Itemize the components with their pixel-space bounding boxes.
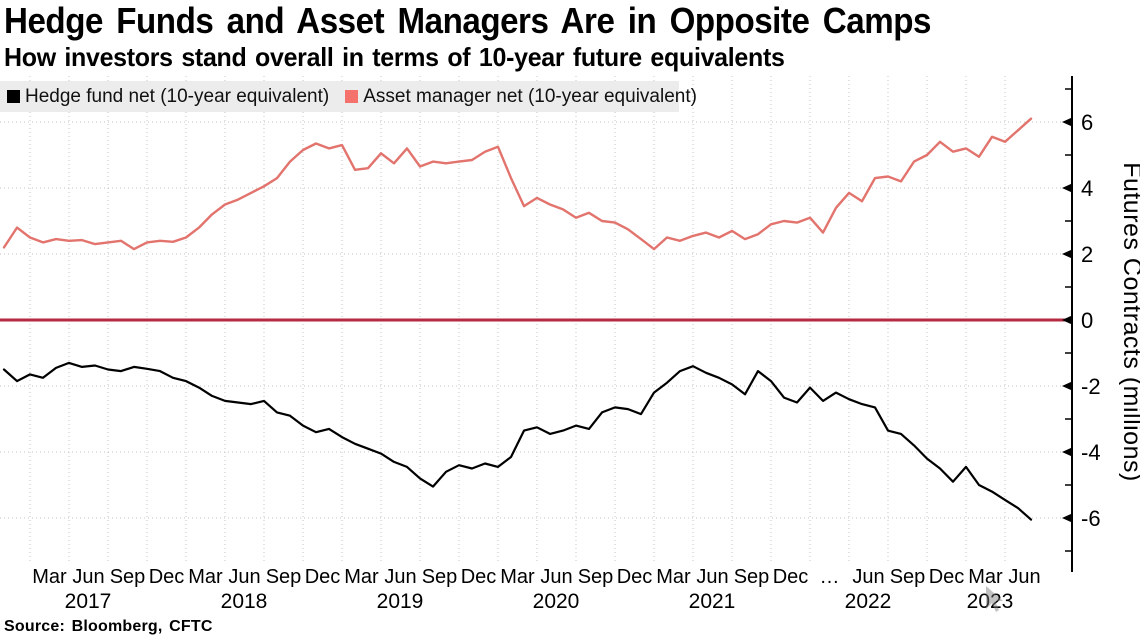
asset-manager-swatch-icon [345, 90, 359, 103]
x-tick-label: … [820, 566, 840, 588]
hedge-fund-swatch-icon [7, 90, 20, 103]
y-tick-label: -6 [1081, 506, 1101, 531]
legend-item-asset-manager[interactable]: Asset manager net (10-year equivalent) [345, 86, 697, 108]
y-tick-label: 6 [1081, 110, 1093, 135]
x-tick-label: Mar [188, 566, 223, 588]
x-tick-label: Jun [384, 566, 416, 588]
y-tick-label: 0 [1081, 308, 1093, 333]
x-tick-label: Dec [305, 566, 341, 588]
x-tick-label: Mar [500, 566, 535, 588]
y-tick-label: 4 [1081, 176, 1093, 201]
legend: Hedge fund net (10-year equivalent) Asse… [0, 81, 697, 112]
chart-subtitle: How investors stand overall in terms of … [4, 42, 785, 72]
x-tick-label: Sep [734, 566, 770, 588]
x-tick-label: Dec [461, 566, 497, 588]
y-axis-title: Futures Contracts (millions) [1118, 162, 1140, 482]
year-label: 2019 [377, 590, 424, 613]
year-label: 2023 [967, 590, 1014, 613]
x-tick-label: Dec [929, 566, 965, 588]
year-label: 2022 [845, 590, 892, 613]
x-tick-label: Sep [890, 566, 926, 588]
x-tick-label: Mar [968, 566, 1003, 588]
x-tick-label: Jun [1008, 566, 1040, 588]
x-tick-label: Mar [344, 566, 379, 588]
x-tick-label: Jun [540, 566, 572, 588]
x-tick-label: Mar [32, 566, 67, 588]
source-note: Source: Bloomberg, CFTC [4, 618, 213, 635]
year-label: 2020 [533, 590, 580, 613]
x-tick-label: Jun [852, 566, 884, 588]
x-tick-label: Jun [72, 566, 104, 588]
x-axis-quarter-labels: Mar Jun Sep Dec Mar Jun Sep Dec Mar Jun Sep Dec Mar J… [32, 566, 1040, 588]
x-tick-label: Sep [110, 566, 146, 588]
y-axis: 6 4 2 0 -2 -4 -6 [1062, 76, 1101, 572]
asset-manager-line [2, 117, 1033, 251]
chart-title: Hedge Funds and Asset Managers Are in Op… [4, 0, 931, 41]
x-tick-label: Jun [228, 566, 260, 588]
plot-area[interactable] [0, 76, 1072, 557]
x-tick-label: Sep [422, 566, 458, 588]
legend-label-hedge-fund: Hedge fund net (10-year equivalent) [25, 85, 330, 107]
x-tick-label: Dec [149, 566, 185, 588]
x-tick-label: Mar [656, 566, 691, 588]
y-tick-label: -4 [1081, 440, 1101, 465]
mouse-cursor-icon [986, 586, 1003, 612]
year-label: 2018 [221, 590, 268, 613]
x-axis-year-labels: 2017 2018 2019 2020 2021 2022 2023 [65, 590, 1014, 613]
x-tick-label: Sep [578, 566, 614, 588]
hedge-fund-line [2, 361, 1033, 521]
y-tick-label: -2 [1081, 374, 1101, 399]
year-label: 2021 [689, 590, 736, 613]
legend-label-asset-manager: Asset manager net (10-year equivalent) [363, 85, 697, 107]
year-label: 2017 [65, 590, 112, 613]
legend-item-hedge-fund[interactable]: Hedge fund net (10-year equivalent) [7, 86, 329, 108]
y-tick-label: 2 [1081, 242, 1093, 267]
x-tick-label: Sep [266, 566, 302, 588]
x-tick-label: Dec [773, 566, 809, 588]
x-tick-label: Jun [696, 566, 728, 588]
x-tick-label: Dec [617, 566, 653, 588]
grid-horizontal [0, 121, 1072, 519]
